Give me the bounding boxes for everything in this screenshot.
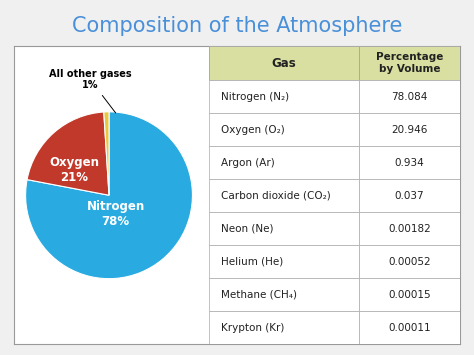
Text: Krypton (Kr): Krypton (Kr) xyxy=(221,323,284,333)
Bar xyxy=(359,146,460,179)
Bar xyxy=(209,278,359,311)
Text: Nitrogen
78%: Nitrogen 78% xyxy=(87,200,145,228)
Text: Percentage
by Volume: Percentage by Volume xyxy=(376,53,443,74)
Text: 78.084: 78.084 xyxy=(392,92,428,102)
Text: 0.00052: 0.00052 xyxy=(388,257,431,267)
Text: Oxygen (O₂): Oxygen (O₂) xyxy=(221,125,285,135)
Text: Methane (CH₄): Methane (CH₄) xyxy=(221,290,297,300)
Text: 0.00015: 0.00015 xyxy=(388,290,431,300)
Text: Carbon dioxide (CO₂): Carbon dioxide (CO₂) xyxy=(221,191,331,201)
Text: 0.00182: 0.00182 xyxy=(388,224,431,234)
Text: 0.934: 0.934 xyxy=(395,158,424,168)
Wedge shape xyxy=(27,112,109,195)
Bar xyxy=(209,146,359,179)
Text: 0.00011: 0.00011 xyxy=(388,323,431,333)
Bar xyxy=(359,311,460,344)
Text: All other gases
1%: All other gases 1% xyxy=(49,69,132,113)
Bar xyxy=(359,81,460,114)
Text: Oxygen
21%: Oxygen 21% xyxy=(49,156,99,184)
Text: Argon (Ar): Argon (Ar) xyxy=(221,158,275,168)
Text: Helium (He): Helium (He) xyxy=(221,257,283,267)
Bar xyxy=(359,114,460,146)
Bar xyxy=(359,212,460,245)
Text: 0.037: 0.037 xyxy=(395,191,424,201)
Text: Neon (Ne): Neon (Ne) xyxy=(221,224,273,234)
Bar xyxy=(359,245,460,278)
Bar xyxy=(209,212,359,245)
Bar xyxy=(209,46,359,81)
Wedge shape xyxy=(26,112,192,279)
Bar xyxy=(359,179,460,212)
Text: Gas: Gas xyxy=(272,57,296,70)
Bar xyxy=(209,311,359,344)
Text: 20.946: 20.946 xyxy=(392,125,428,135)
Bar xyxy=(209,179,359,212)
Bar xyxy=(209,114,359,146)
Bar xyxy=(209,245,359,278)
Text: Nitrogen (N₂): Nitrogen (N₂) xyxy=(221,92,289,102)
Bar xyxy=(209,81,359,114)
Wedge shape xyxy=(104,112,109,195)
Text: Composition of the Atmosphere: Composition of the Atmosphere xyxy=(72,16,402,36)
Bar xyxy=(359,278,460,311)
Bar xyxy=(359,46,460,81)
